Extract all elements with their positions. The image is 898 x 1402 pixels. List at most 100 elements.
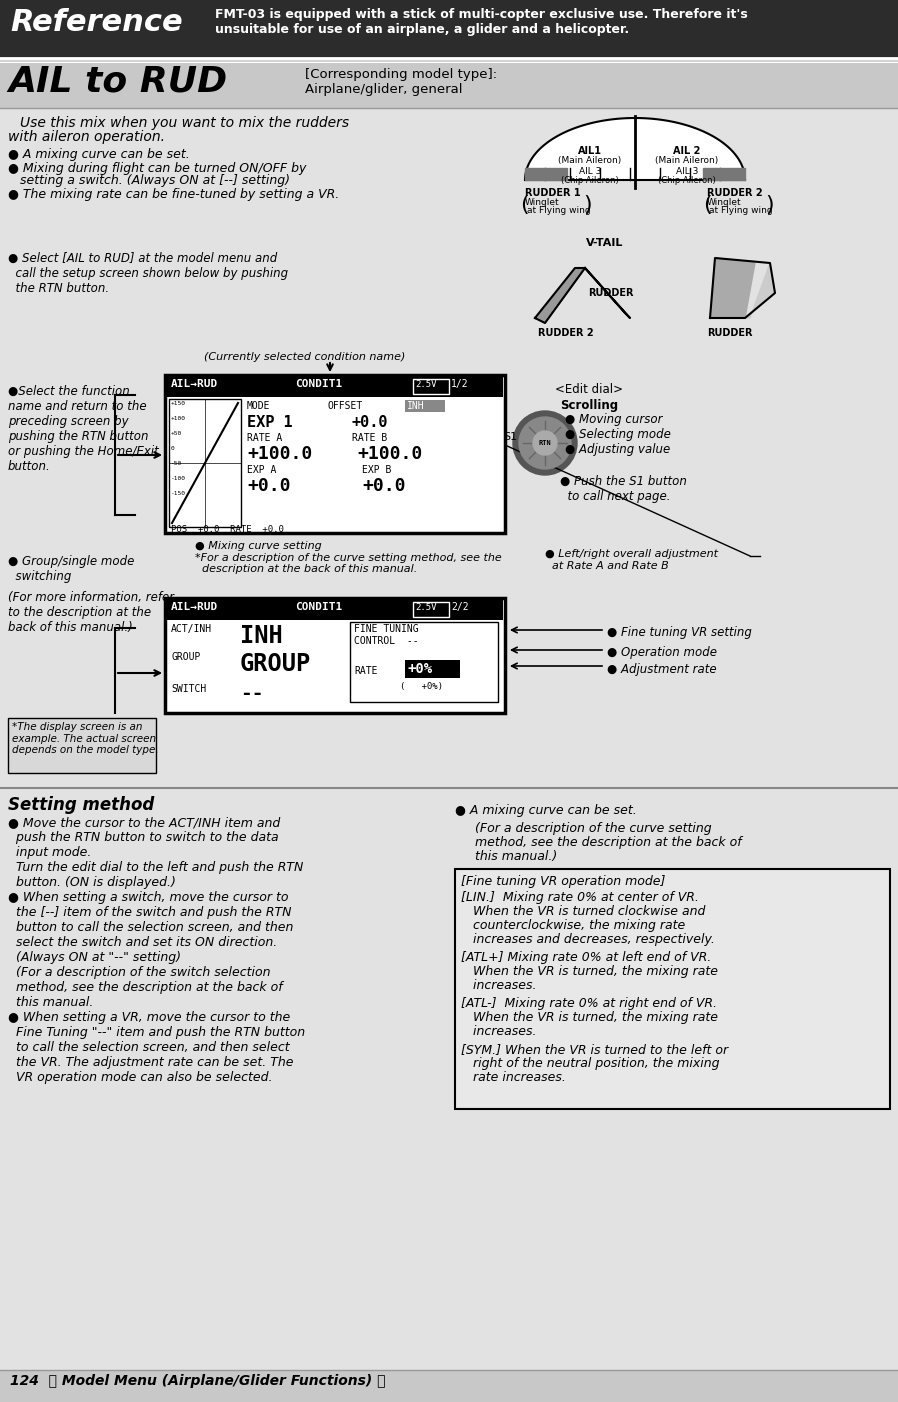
Text: AIL 3: AIL 3 (579, 167, 601, 177)
Text: +0%: +0% (407, 662, 432, 676)
FancyBboxPatch shape (405, 400, 445, 412)
Text: VR operation mode can also be selected.: VR operation mode can also be selected. (8, 1071, 272, 1084)
Text: ● Move the cursor to the ACT/INH item and: ● Move the cursor to the ACT/INH item an… (8, 816, 280, 829)
Text: 2/2: 2/2 (451, 601, 469, 613)
Text: ● When setting a switch, move the cursor to: ● When setting a switch, move the cursor… (8, 892, 288, 904)
Text: 2.5V: 2.5V (415, 603, 436, 613)
Text: When the VR is turned, the mixing rate: When the VR is turned, the mixing rate (461, 1011, 718, 1023)
Circle shape (519, 416, 571, 470)
Text: ● When setting a VR, move the cursor to the: ● When setting a VR, move the cursor to … (8, 1011, 290, 1023)
Text: setting a switch. (Always ON at [--] setting): setting a switch. (Always ON at [--] set… (20, 174, 290, 186)
Text: Fine Tuning "--" item and push the RTN button: Fine Tuning "--" item and push the RTN b… (8, 1026, 305, 1039)
Polygon shape (535, 268, 585, 322)
Text: at Flying wing: at Flying wing (709, 206, 772, 215)
FancyBboxPatch shape (0, 0, 898, 57)
Text: *The display screen is an
example. The actual screen
depends on the model type.: *The display screen is an example. The a… (12, 722, 159, 756)
Text: +50: +50 (171, 430, 182, 436)
Text: +0.0: +0.0 (362, 477, 406, 495)
FancyBboxPatch shape (413, 379, 449, 394)
Polygon shape (525, 168, 567, 179)
Text: +100.0: +100.0 (357, 444, 422, 463)
Text: increases and decreases, respectively.: increases and decreases, respectively. (461, 932, 715, 946)
Text: select the switch and set its ON direction.: select the switch and set its ON directi… (8, 937, 277, 949)
Text: ): ) (583, 195, 592, 215)
Text: GROUP: GROUP (240, 652, 312, 676)
Text: Use this mix when you want to mix the rudders: Use this mix when you want to mix the ru… (20, 116, 349, 130)
Text: -50: -50 (171, 461, 182, 465)
Text: ● Fine tuning VR setting: ● Fine tuning VR setting (607, 627, 752, 639)
Circle shape (513, 411, 577, 475)
Text: -100: -100 (171, 477, 186, 481)
FancyBboxPatch shape (455, 869, 890, 1109)
Text: EXP 1: EXP 1 (247, 415, 293, 430)
Text: [ATL+] Mixing rate 0% at left end of VR.: [ATL+] Mixing rate 0% at left end of VR. (461, 951, 711, 965)
Text: RUDDER 2: RUDDER 2 (538, 328, 594, 338)
Text: RATE A: RATE A (247, 433, 282, 443)
Text: [ATL-]  Mixing rate 0% at right end of VR.: [ATL-] Mixing rate 0% at right end of VR… (461, 997, 717, 1009)
Text: (For a description of the switch selection: (For a description of the switch selecti… (8, 966, 270, 979)
Text: OFFSET: OFFSET (327, 401, 362, 411)
Text: CONDIT1: CONDIT1 (295, 379, 342, 388)
Text: RATE B: RATE B (352, 433, 387, 443)
Text: ● Left/right overall adjustment
  at Rate A and Rate B: ● Left/right overall adjustment at Rate … (545, 550, 718, 571)
Text: S1: S1 (503, 432, 517, 442)
Text: RUDDER: RUDDER (708, 328, 753, 338)
Text: -150: -150 (171, 491, 186, 496)
Text: [SYM.] When the VR is turned to the left or: [SYM.] When the VR is turned to the left… (461, 1043, 728, 1056)
Polygon shape (525, 118, 745, 179)
Text: (   +0%): ( +0%) (400, 681, 443, 691)
Text: ● A mixing curve can be set.: ● A mixing curve can be set. (455, 803, 637, 817)
Text: 1/2: 1/2 (451, 379, 469, 388)
Text: ● Mixing curve setting
*For a description of the curve setting method, see the
 : ● Mixing curve setting *For a descriptio… (195, 541, 502, 575)
Text: AIL1: AIL1 (578, 146, 602, 156)
Text: Reference: Reference (10, 8, 182, 36)
Text: FMT-03 is equipped with a stick of multi-copter exclusive use. Therefore it's
un: FMT-03 is equipped with a stick of multi… (215, 8, 748, 36)
Text: the VR. The adjustment rate can be set. The: the VR. The adjustment rate can be set. … (8, 1056, 294, 1068)
FancyBboxPatch shape (169, 400, 241, 527)
Text: (Main Aileron): (Main Aileron) (656, 156, 718, 165)
FancyBboxPatch shape (8, 718, 156, 773)
Text: <Edit dial>: <Edit dial> (555, 383, 623, 395)
Text: push the RTN button to switch to the data: push the RTN button to switch to the dat… (8, 831, 278, 844)
Text: increases.: increases. (461, 1025, 536, 1037)
FancyBboxPatch shape (413, 601, 449, 617)
FancyBboxPatch shape (0, 108, 898, 1370)
Text: ● Select [AIL to RUD] at the model menu and
  call the setup screen shown below : ● Select [AIL to RUD] at the model menu … (8, 252, 288, 294)
Text: Turn the edit dial to the left and push the RTN: Turn the edit dial to the left and push … (8, 861, 304, 873)
Text: +0.0: +0.0 (247, 477, 290, 495)
Text: button to call the selection screen, and then: button to call the selection screen, and… (8, 921, 294, 934)
Text: When the VR is turned clockwise and: When the VR is turned clockwise and (461, 906, 705, 918)
Text: ●Select the function
name and return to the
preceding screen by
pushing the RTN : ●Select the function name and return to … (8, 386, 159, 472)
Text: +100: +100 (171, 416, 186, 421)
Text: ● The mixing rate can be fine-tuned by setting a VR.: ● The mixing rate can be fine-tuned by s… (8, 188, 339, 200)
Text: (Currently selected condition name): (Currently selected condition name) (205, 352, 406, 362)
Text: button. (ON is displayed.): button. (ON is displayed.) (8, 876, 176, 889)
Text: [Corresponding model type]:
Airplane/glider, general: [Corresponding model type]: Airplane/gli… (305, 69, 497, 95)
Text: RUDDER: RUDDER (588, 287, 633, 299)
Text: EXP A: EXP A (247, 465, 277, 475)
Text: (For more information, refer
to the description at the
back of this manual.): (For more information, refer to the desc… (8, 592, 174, 634)
Text: AIL 2: AIL 2 (674, 146, 700, 156)
FancyBboxPatch shape (0, 62, 898, 108)
Text: ): ) (765, 195, 773, 215)
Text: INH: INH (407, 401, 425, 411)
FancyBboxPatch shape (167, 377, 503, 397)
Text: INH: INH (240, 624, 283, 648)
Circle shape (533, 430, 557, 456)
Text: --: -- (240, 684, 263, 702)
Text: method, see the description at the back of: method, see the description at the back … (8, 981, 283, 994)
FancyBboxPatch shape (165, 599, 505, 714)
Text: (Always ON at "--" setting): (Always ON at "--" setting) (8, 951, 181, 965)
Text: Setting method: Setting method (8, 796, 154, 815)
Text: with aileron operation.: with aileron operation. (8, 130, 165, 144)
Text: +100.0: +100.0 (247, 444, 313, 463)
Text: 124  ＜ Model Menu (Airplane/Glider Functions) ＞: 124 ＜ Model Menu (Airplane/Glider Functi… (10, 1374, 385, 1388)
Text: +150: +150 (171, 401, 186, 407)
Text: +0.0: +0.0 (352, 415, 389, 430)
Text: counterclockwise, the mixing rate: counterclockwise, the mixing rate (461, 918, 685, 932)
Text: (For a description of the curve setting: (For a description of the curve setting (475, 822, 711, 836)
Text: V-TAIL: V-TAIL (586, 238, 624, 248)
Text: ● Operation mode: ● Operation mode (607, 646, 717, 659)
Text: AIL 3: AIL 3 (676, 167, 698, 177)
FancyBboxPatch shape (0, 1370, 898, 1402)
